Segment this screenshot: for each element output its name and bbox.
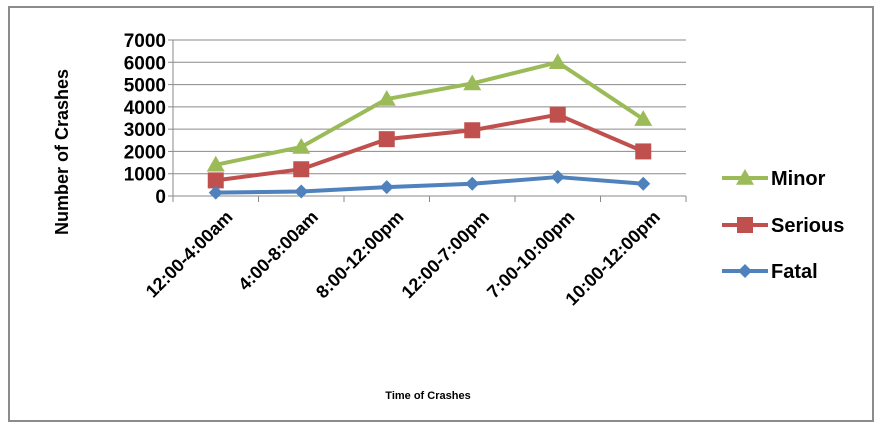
series-fatal	[208, 170, 651, 200]
data-point-serious	[293, 161, 310, 178]
x-axis-label: Time of Crashes	[385, 390, 470, 402]
x-tick-label: 12:00-7:00pm	[398, 207, 494, 303]
legend-label-minor: Minor	[771, 168, 826, 190]
data-point-fatal	[294, 184, 309, 199]
data-point-serious	[549, 106, 566, 123]
legend-marker-serious	[737, 217, 753, 233]
data-point-serious	[378, 131, 395, 148]
y-tick-label: 3000	[124, 120, 166, 141]
y-tick-label: 2000	[124, 142, 166, 163]
data-point-minor	[377, 90, 396, 106]
data-point-minor	[292, 137, 311, 154]
y-tick-label: 5000	[124, 76, 166, 97]
data-point-fatal	[636, 176, 651, 191]
y-tick-label: 6000	[124, 53, 166, 74]
data-point-minor	[634, 110, 653, 126]
legend-item-minor: Minor	[722, 168, 826, 190]
series	[206, 53, 653, 200]
x-tick-label: 8:00-12:00pm	[312, 207, 408, 303]
x-tick-label: 7:00-10:00pm	[483, 207, 579, 303]
series-serious	[207, 106, 652, 189]
legend: Minor Serious Fatal	[722, 168, 844, 283]
series-minor	[206, 53, 653, 172]
chart-frame	[8, 6, 874, 422]
data-point-serious	[207, 172, 224, 189]
data-point-minor	[548, 53, 567, 70]
axes	[168, 39, 687, 202]
x-tick-labels: 12:00-4:00am4:00-8:00am8:00-12:00pm12:00…	[142, 207, 664, 310]
data-point-serious	[464, 122, 481, 139]
gridlines	[173, 39, 686, 175]
series-line-minor	[215, 60, 645, 167]
legend-label-fatal: Fatal	[771, 261, 818, 283]
y-tick-label: 0	[155, 187, 166, 208]
data-point-minor	[206, 155, 225, 172]
data-point-fatal	[379, 180, 394, 195]
data-point-fatal	[550, 170, 565, 185]
series-line-serious	[215, 112, 645, 183]
data-point-fatal	[208, 185, 223, 200]
y-tick-label: 1000	[124, 165, 166, 186]
legend-marker-minor	[736, 169, 754, 185]
series-line-fatal	[215, 175, 644, 195]
x-tick-label: 4:00-8:00am	[234, 207, 322, 295]
data-point-minor	[463, 74, 482, 91]
legend-marker-fatal	[738, 264, 752, 278]
legend-item-serious: Serious	[722, 215, 844, 237]
data-point-serious	[635, 143, 652, 160]
data-point-fatal	[465, 176, 480, 191]
legend-item-fatal: Fatal	[722, 261, 818, 283]
x-tick-label: 12:00-4:00am	[142, 207, 237, 302]
y-tick-label: 7000	[124, 31, 166, 52]
y-axis-label: Number of Crashes	[52, 69, 72, 235]
legend-label-serious: Serious	[771, 215, 844, 237]
y-tick-label: 4000	[124, 98, 166, 119]
